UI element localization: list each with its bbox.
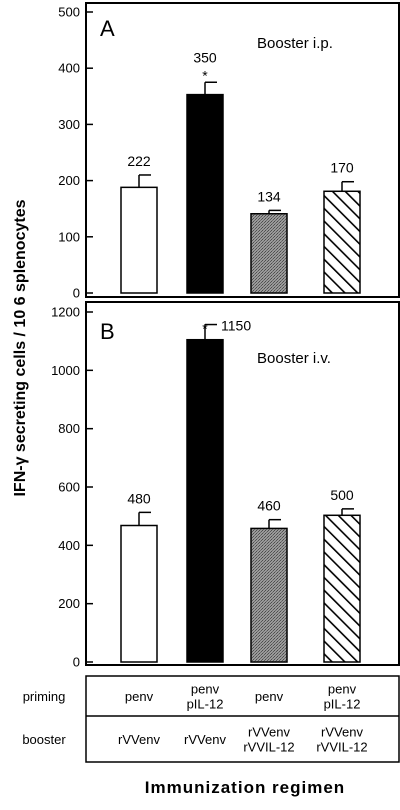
- data-label: 350: [193, 49, 217, 65]
- y-tick-label: 300: [58, 117, 80, 132]
- panel-letter: A: [100, 16, 115, 41]
- y-tick-label: 500: [58, 5, 80, 20]
- bar: [120, 524, 158, 663]
- data-label: 134: [257, 188, 281, 204]
- table-cell: rVVenv: [248, 725, 290, 740]
- bar: [250, 213, 288, 294]
- panel-frame: [85, 2, 400, 298]
- bar: [120, 186, 158, 294]
- table-cell: rVVenv: [184, 732, 226, 747]
- table-cell: pIL-12: [187, 697, 224, 712]
- panel-b: 0 200 400 600 800 1000 1200 B Booster i.v. 480 * 11…: [51, 301, 400, 670]
- y-axis-label: IFN-γ secreting cells / 10 6 splenocytes: [12, 199, 29, 496]
- data-label: 500: [330, 487, 354, 503]
- y-tick-label: 100: [58, 229, 80, 244]
- significance-star: *: [202, 67, 208, 83]
- bar: [186, 338, 224, 663]
- significance-star: *: [202, 321, 208, 337]
- booster-annotation: Booster i.p.: [257, 35, 333, 52]
- table-row-label: priming: [23, 689, 66, 704]
- table-frame: [85, 675, 400, 763]
- table-cell: penv: [328, 682, 357, 697]
- y-tick-label: 400: [58, 61, 80, 76]
- table-cell: penv: [255, 689, 284, 704]
- panel-letter: B: [100, 319, 115, 344]
- table-cell: penv: [125, 689, 154, 704]
- y-tick-label: 800: [58, 421, 80, 436]
- data-label: 480: [127, 490, 151, 506]
- table-cell: rVVenv: [118, 732, 160, 747]
- data-label: 222: [127, 153, 151, 169]
- panel-frame: [85, 301, 400, 666]
- bar: [186, 93, 224, 294]
- booster-annotation: Booster i.v.: [257, 350, 331, 367]
- bar: [323, 514, 361, 663]
- y-tick-label: 0: [73, 655, 80, 670]
- table-cell: pIL-12: [324, 697, 361, 712]
- y-tick-label: 1000: [51, 363, 80, 378]
- data-label: 460: [257, 498, 281, 514]
- data-label: 170: [330, 160, 354, 176]
- bar: [323, 190, 361, 294]
- table-cell: rVVIL-12: [243, 740, 294, 755]
- y-tick-label: 200: [58, 173, 80, 188]
- bar: [250, 527, 288, 663]
- data-label: 1150: [221, 318, 251, 334]
- y-tick-label: 600: [58, 480, 80, 495]
- x-axis-label: Immunization regimen: [145, 778, 345, 797]
- table-cell: penv: [191, 682, 220, 697]
- panel-a: 0 100 200 300 400 500 A Booster i.p. 222 * 350 134 1…: [58, 2, 400, 301]
- y-tick-label: 200: [58, 596, 80, 611]
- table-row-label: booster: [22, 732, 66, 747]
- table-cell: rVVIL-12: [316, 740, 367, 755]
- y-tick-label: 0: [73, 286, 80, 301]
- y-tick-label: 400: [58, 538, 80, 553]
- y-tick-label: 1200: [51, 305, 80, 320]
- table-cell: rVVenv: [321, 725, 363, 740]
